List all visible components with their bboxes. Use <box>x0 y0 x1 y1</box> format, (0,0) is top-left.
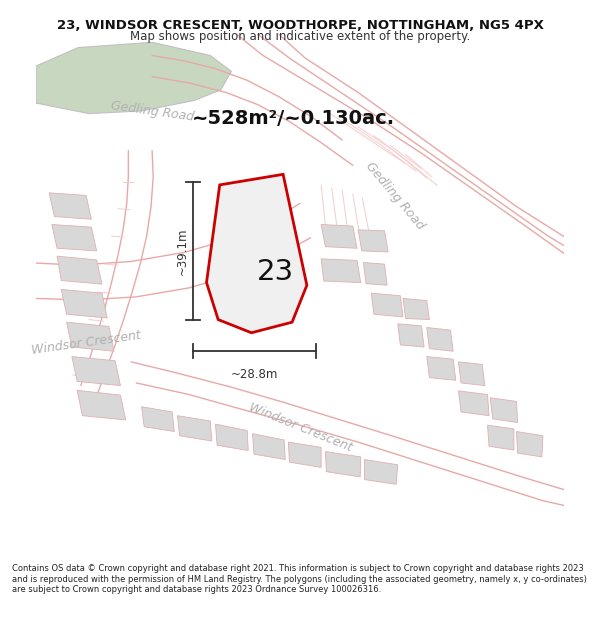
Polygon shape <box>289 442 321 468</box>
Polygon shape <box>427 328 453 351</box>
Polygon shape <box>403 298 430 319</box>
Text: Windsor Crescent: Windsor Crescent <box>247 401 353 454</box>
Text: Gedling Road: Gedling Road <box>110 99 194 123</box>
Text: Windsor Crescent: Windsor Crescent <box>31 329 142 357</box>
Polygon shape <box>253 434 285 459</box>
Polygon shape <box>427 356 456 380</box>
Polygon shape <box>398 324 424 347</box>
Text: ~528m²/~0.130ac.: ~528m²/~0.130ac. <box>192 109 395 128</box>
Polygon shape <box>458 391 489 416</box>
Polygon shape <box>61 289 107 318</box>
Text: 23: 23 <box>257 258 293 286</box>
Polygon shape <box>142 407 175 431</box>
Polygon shape <box>206 174 307 332</box>
Text: ~28.8m: ~28.8m <box>231 368 278 381</box>
Polygon shape <box>77 391 126 420</box>
Polygon shape <box>57 256 102 284</box>
Polygon shape <box>358 230 388 252</box>
Polygon shape <box>52 224 97 251</box>
Polygon shape <box>517 431 543 457</box>
Polygon shape <box>458 362 485 386</box>
Polygon shape <box>490 398 518 422</box>
Polygon shape <box>72 356 121 386</box>
Text: ~39.1m: ~39.1m <box>176 227 189 274</box>
Polygon shape <box>364 459 398 484</box>
Polygon shape <box>325 452 361 477</box>
Polygon shape <box>321 224 357 248</box>
Text: 23, WINDSOR CRESCENT, WOODTHORPE, NOTTINGHAM, NG5 4PX: 23, WINDSOR CRESCENT, WOODTHORPE, NOTTIN… <box>56 19 544 32</box>
Text: Map shows position and indicative extent of the property.: Map shows position and indicative extent… <box>130 30 470 43</box>
Polygon shape <box>487 425 514 450</box>
Polygon shape <box>215 424 248 451</box>
Text: Contains OS data © Crown copyright and database right 2021. This information is : Contains OS data © Crown copyright and d… <box>12 564 587 594</box>
Polygon shape <box>67 322 114 351</box>
Text: Gedling Road: Gedling Road <box>363 159 427 232</box>
Polygon shape <box>36 42 232 114</box>
Polygon shape <box>364 262 387 285</box>
Polygon shape <box>178 416 212 441</box>
Polygon shape <box>371 293 403 317</box>
Polygon shape <box>321 259 361 282</box>
Polygon shape <box>49 192 91 219</box>
